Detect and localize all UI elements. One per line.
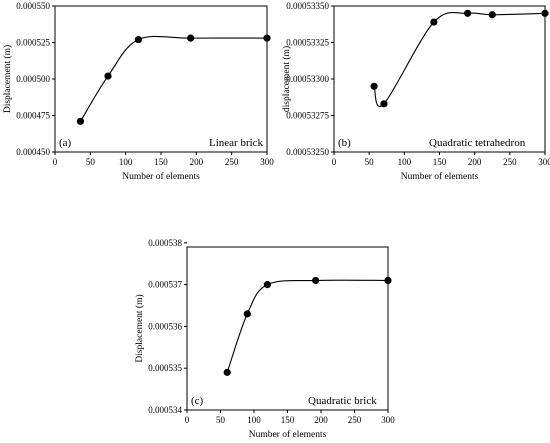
panel-a-x-tick-label: 150 xyxy=(154,157,168,167)
panel-b-y-tick-label: 0.00053250 xyxy=(286,147,329,157)
panel-b-data-point xyxy=(380,100,388,108)
panel-c-x-tick-label: 0 xyxy=(185,415,190,425)
panel-b-x-tick-label: 50 xyxy=(365,157,375,167)
panel-c-y-tick-label: 0.000538 xyxy=(148,238,182,248)
panel-c-data-point xyxy=(263,281,271,289)
panel-b-data-point xyxy=(488,11,496,19)
panel-a-tag: (a) xyxy=(59,137,72,149)
panel-a-y-tick-label: 0.000550 xyxy=(16,1,50,11)
panel-c-y-tick-label: 0.000536 xyxy=(148,321,182,331)
panel-b-name: Quadratic tetrahedron xyxy=(429,137,526,149)
panel-a-x-tick-label: 100 xyxy=(119,157,133,167)
panel-b-x-tick-label: 0 xyxy=(332,157,337,167)
panel-a-y-tick-label: 0.000450 xyxy=(16,147,50,157)
panel-c-data-point xyxy=(223,368,231,376)
panel-b-data-point xyxy=(370,82,378,90)
panel-c-x-tick-label: 50 xyxy=(216,415,226,425)
panel-c-tag: (c) xyxy=(191,395,204,407)
panel-c-x-tick-label: 150 xyxy=(281,415,295,425)
panel-b-data-point xyxy=(464,9,472,17)
panel-c-y-tick-label: 0.000534 xyxy=(148,405,182,415)
panel-c-x-tick-label: 100 xyxy=(247,415,261,425)
panel-a-x-tick-label: 250 xyxy=(225,157,239,167)
panel-a-name: Linear brick xyxy=(209,137,264,149)
panel-c-data-point xyxy=(243,310,251,318)
panel-a-data-point xyxy=(187,34,195,42)
panel-a-x-tick-label: 200 xyxy=(190,157,204,167)
panel-a-x-tick-label: 300 xyxy=(260,157,274,167)
panel-b-plot-frame xyxy=(333,5,546,153)
panel-b-x-tick-label: 200 xyxy=(468,157,482,167)
panel-a-data-point xyxy=(263,34,271,42)
panel-c-plot-frame xyxy=(186,246,389,411)
panel-a-plot-frame xyxy=(54,5,268,153)
panel-b-x-tick-label: 250 xyxy=(503,157,517,167)
panel-a-x-tick-label: 0 xyxy=(53,157,58,167)
panel-a-y-axis-title: Displacement (m) xyxy=(2,45,13,113)
panel-a-y-tick-label: 0.000500 xyxy=(16,74,50,84)
panel-b-data-point xyxy=(541,9,549,17)
panel-c-x-tick-label: 250 xyxy=(348,415,362,425)
panel-c-x-axis-title: Number of elements xyxy=(249,429,327,440)
panel-a-data-point xyxy=(76,117,85,125)
panel-b-x-tick-label: 100 xyxy=(398,157,412,167)
panel-c-name: Quadratic brick xyxy=(308,395,377,407)
panel-c-y-tick-label: 0.000535 xyxy=(148,363,182,373)
panel-b-series-line xyxy=(373,11,546,107)
panel-b-x-tick-label: 300 xyxy=(538,157,550,167)
panel-c-y-axis-title: Displacement (m) xyxy=(134,294,145,362)
panel-b-y-axis-title: displacement (m) xyxy=(281,46,292,112)
panel-a-x-axis-title: Number of elements xyxy=(122,171,200,182)
panel-b-x-axis-title: Number of elements xyxy=(401,171,479,182)
panel-b-y-tick-label: 0.00053350 xyxy=(286,1,329,11)
panel-b-y-tick-label: 0.00053325 xyxy=(286,38,329,48)
panel-c-series-line xyxy=(226,279,389,373)
panel-b-y-tick-label: 0.00053275 xyxy=(286,111,329,121)
panel-a-y-tick-label: 0.000475 xyxy=(16,111,50,121)
panel-a-x-tick-label: 50 xyxy=(86,157,96,167)
panel-c-x-tick-label: 300 xyxy=(381,415,395,425)
panel-c-data-point xyxy=(384,276,392,285)
panel-c-x-tick-label: 200 xyxy=(314,415,328,425)
panel-c-data-point xyxy=(312,276,320,285)
panel-a-data-point xyxy=(104,72,112,80)
panel-b-y-tick-label: 0.00053300 xyxy=(286,74,329,84)
panel-a-data-point xyxy=(134,35,142,44)
panel-a-y-tick-label: 0.000525 xyxy=(16,38,50,48)
panel-c-y-tick-label: 0.000537 xyxy=(148,280,182,290)
panel-b-data-point xyxy=(430,18,438,26)
panel-b-x-tick-label: 150 xyxy=(433,157,447,167)
panel-b-tag: (b) xyxy=(338,137,351,149)
